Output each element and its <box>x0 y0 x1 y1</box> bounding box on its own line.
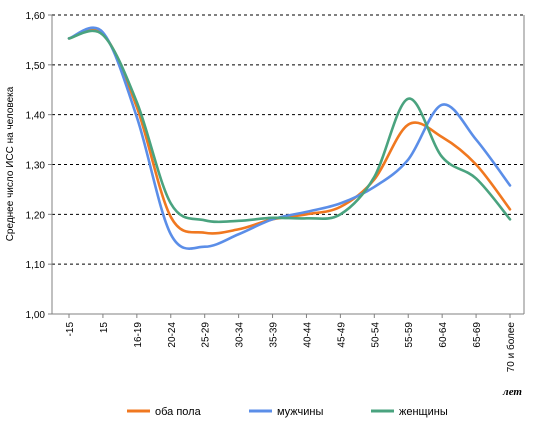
legend-item-women: женщины <box>371 406 448 418</box>
data-point <box>510 185 511 186</box>
data-point <box>374 186 375 187</box>
data-point <box>170 216 171 217</box>
data-point <box>238 234 239 235</box>
y-tick-label: 1,00 <box>26 310 46 321</box>
gridlines <box>52 14 524 265</box>
data-point <box>204 246 205 247</box>
data-point <box>238 220 239 221</box>
data-point <box>476 164 477 165</box>
data-point <box>442 137 443 138</box>
y-tick-label: 1,10 <box>26 260 46 271</box>
x-tick-label: 45-49 <box>336 322 347 348</box>
data-point <box>340 203 341 204</box>
data-point <box>340 206 341 207</box>
data-point <box>374 176 375 177</box>
y-axis-label: Среднее число ИСС на человека <box>5 86 16 241</box>
data-point <box>204 220 205 221</box>
y-tick-label: 1,30 <box>26 161 46 172</box>
legend-label-men: мужчины <box>277 406 323 418</box>
data-point <box>102 34 103 35</box>
data-point <box>204 232 205 233</box>
x-tick-label: 15 <box>99 322 110 334</box>
series-line-0 <box>67 28 512 235</box>
data-point <box>510 219 511 220</box>
legend-label-women: женщины <box>399 406 448 418</box>
data-point <box>102 32 103 33</box>
legend-item-men: мужчины <box>249 406 323 418</box>
legend: оба пола мужчины женщины <box>127 406 448 418</box>
data-point <box>476 139 477 140</box>
x-tick-label: 35-39 <box>269 322 280 348</box>
data-point <box>408 124 409 125</box>
x-tick-label: 20-24 <box>167 322 178 348</box>
data-point <box>170 234 171 235</box>
legend-item-both-sexes: оба пола <box>127 406 202 418</box>
data-point <box>442 104 443 105</box>
series-line-2 <box>67 29 512 224</box>
data-point <box>306 211 307 212</box>
data-point <box>136 117 137 118</box>
y-tick-labels: 1,00 1,10 1,20 1,30 1,40 1,50 1,60 <box>26 11 52 321</box>
x-tick-label: 30-34 <box>235 322 246 348</box>
x-tick-label: 55-59 <box>404 322 415 348</box>
x-tick-label: 70 и более <box>505 322 517 373</box>
y-tick-label: 1,50 <box>26 61 46 72</box>
data-point <box>306 214 307 215</box>
series-lines <box>67 26 512 250</box>
x-tick-labels: -15 15 16-19 20-24 25-29 30-34 35-39 40-44 45-49… <box>65 314 517 372</box>
data-point <box>476 178 477 179</box>
data-point <box>510 209 511 210</box>
data-point <box>408 98 409 99</box>
x-axis-label: лет <box>502 386 522 398</box>
data-point <box>136 102 137 103</box>
data-point <box>408 159 409 160</box>
x-tick-label: 25-29 <box>201 322 212 348</box>
x-tick-label: 65-69 <box>472 322 483 348</box>
data-point <box>340 214 341 215</box>
y-tick-label: 1,20 <box>26 210 46 221</box>
legend-label-both-sexes: оба пола <box>155 406 202 418</box>
x-tick-label: 50-54 <box>370 322 381 348</box>
data-point <box>69 38 70 39</box>
data-point <box>170 203 171 204</box>
y-tick-label: 1,40 <box>26 111 46 122</box>
x-tick-label: 40-44 <box>302 322 313 348</box>
data-point <box>238 229 239 230</box>
data-point <box>272 217 273 218</box>
y-tick-label: 1,60 <box>26 11 46 22</box>
data-point <box>442 157 443 158</box>
data-point <box>136 107 137 108</box>
x-tick-label: 60-64 <box>438 322 449 348</box>
data-point <box>306 218 307 219</box>
x-tick-label: 16-19 <box>133 322 144 348</box>
x-tick-label: -15 <box>65 322 76 337</box>
